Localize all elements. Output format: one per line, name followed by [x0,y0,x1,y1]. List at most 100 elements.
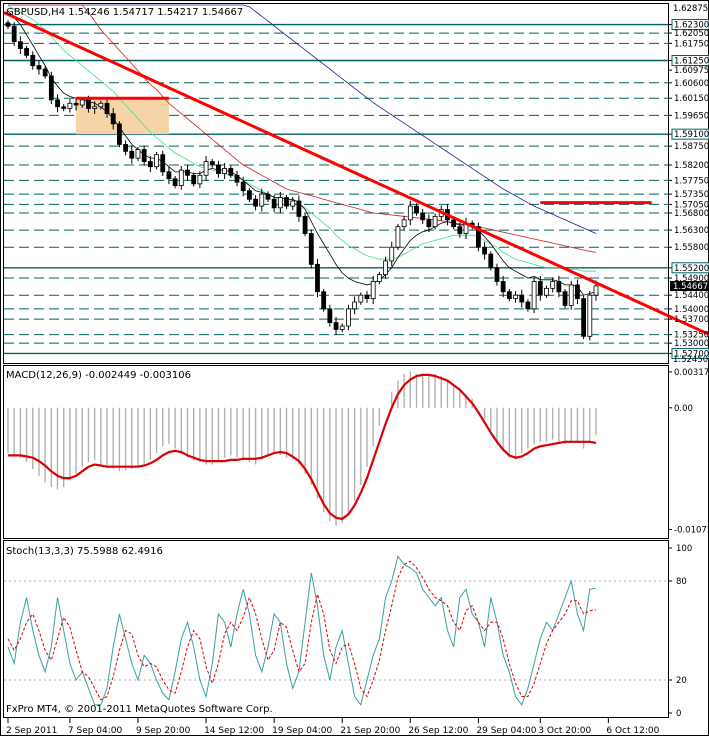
stoch-lines [4,555,668,706]
macd-tick-label: 0.00317 [674,368,709,378]
stoch-panel[interactable] [3,540,669,718]
candle-body [203,161,209,176]
macd-axis: 0.00317 0.00 -0.01073 [668,368,709,535]
candle-body [333,322,339,330]
candle-body [253,198,258,207]
candle-body [494,267,500,282]
candle-body [154,154,159,168]
time-tick-label: 29 Sep 04:00 [476,726,536,736]
ma-red-line [8,4,597,253]
candle-body [24,48,29,56]
candle-body [228,168,234,176]
candle-body [568,284,574,306]
candle-body [358,294,364,303]
candle-body [426,219,432,228]
price-header: GBPUSD,H4 1.54246 1.54717 1.54217 1.5466… [6,7,243,18]
candle-body [36,65,42,70]
current-price-box [670,281,709,292]
price-tick-label: 1.56800 [674,209,709,219]
candle-body [308,233,314,265]
candle-body [185,169,190,176]
stoch-axis: 100 80 20 0 [668,544,692,719]
candle-body [259,193,265,207]
candle-body [67,102,73,109]
macd-signal-line [8,373,597,521]
candle-body [581,298,587,337]
price-tick-label: 1.59650 [674,111,709,121]
candle-body [556,281,562,293]
candle-body [383,260,388,276]
candle-body [352,301,358,310]
candle-body [104,102,110,115]
price-tick-label: 1.52450 [673,355,708,365]
candle-body [222,168,228,174]
price-tick-label: 1.54400 [674,291,709,301]
price-tick-label: 1.57750 [674,176,709,186]
candle-body [389,246,395,262]
price-candles[interactable] [5,20,599,341]
candle-body [135,149,141,159]
candle-body [92,106,98,109]
macd-histogram [7,371,597,526]
candle-body [166,171,172,180]
candle-body [327,308,333,323]
candle-body [457,226,463,234]
time-tick-label: 6 Oct 12:00 [606,726,659,736]
time-tick-label: 19 Sep 04:00 [272,726,332,736]
price-tick-label: 1.60150 [674,94,709,104]
candle-body [55,99,60,108]
candle-body [506,291,512,300]
candle-body [500,281,506,293]
price-tick-label: 1.61250 [674,57,709,67]
price-tick-label: 1.60975 [674,66,709,76]
price-tick-label: 1.58200 [674,161,709,171]
time-tick-label: 3 Oct 20:00 [538,726,591,736]
stoch-tick-label: 20 [676,676,687,686]
candle-body [73,102,79,106]
candle-body [240,181,246,192]
candle-body [451,219,457,228]
candle-body [296,200,302,217]
copyright-text: FxPro MT4, © 2001-2011 MetaQuotes Softwa… [6,704,273,715]
ma-blue-line [8,4,597,234]
price-tick-label: 1.58750 [674,142,709,152]
candle-body [197,174,203,185]
price-tick-label: 1.57050 [674,200,709,210]
candle-body [234,174,240,183]
candle-body [346,308,351,327]
candle-body [110,113,116,125]
stoch-tick-label: 0 [676,709,681,719]
candle-body [178,169,184,186]
candle-body [593,285,599,296]
macd-tick-label: -0.01073 [674,525,709,535]
candle-body [475,226,481,248]
stoch-tick-label: 80 [676,577,687,587]
candle-body [531,281,537,310]
price-tick-label: 1.53250 [674,331,709,341]
candle-body [79,99,85,106]
price-tick-label: 1.54000 [674,305,709,315]
current-price-label: 1.54667 [673,282,708,292]
price-tick-label: 1.59100 [674,130,709,140]
candle-body [544,287,549,296]
candle-body [575,284,580,300]
level-box [671,55,709,67]
candle-body [519,294,525,303]
level-box [671,19,709,31]
price-tick-label: 1.61750 [674,39,709,49]
macd-signal-path [8,373,597,521]
price-tick-label: 1.55800 [674,243,709,253]
stoch-header: Stoch(13,3,3) 75.5988 62.4916 [6,546,163,557]
candle-body [488,253,494,269]
candle-body [277,197,283,209]
candle-body [191,174,197,185]
candle-body [395,226,401,248]
downtrend-line [3,11,709,337]
candle-body [525,301,531,310]
price-tick-label: 1.62300 [674,21,709,31]
level-box [671,262,709,274]
candle-body [550,281,556,289]
candle-body [537,281,543,296]
